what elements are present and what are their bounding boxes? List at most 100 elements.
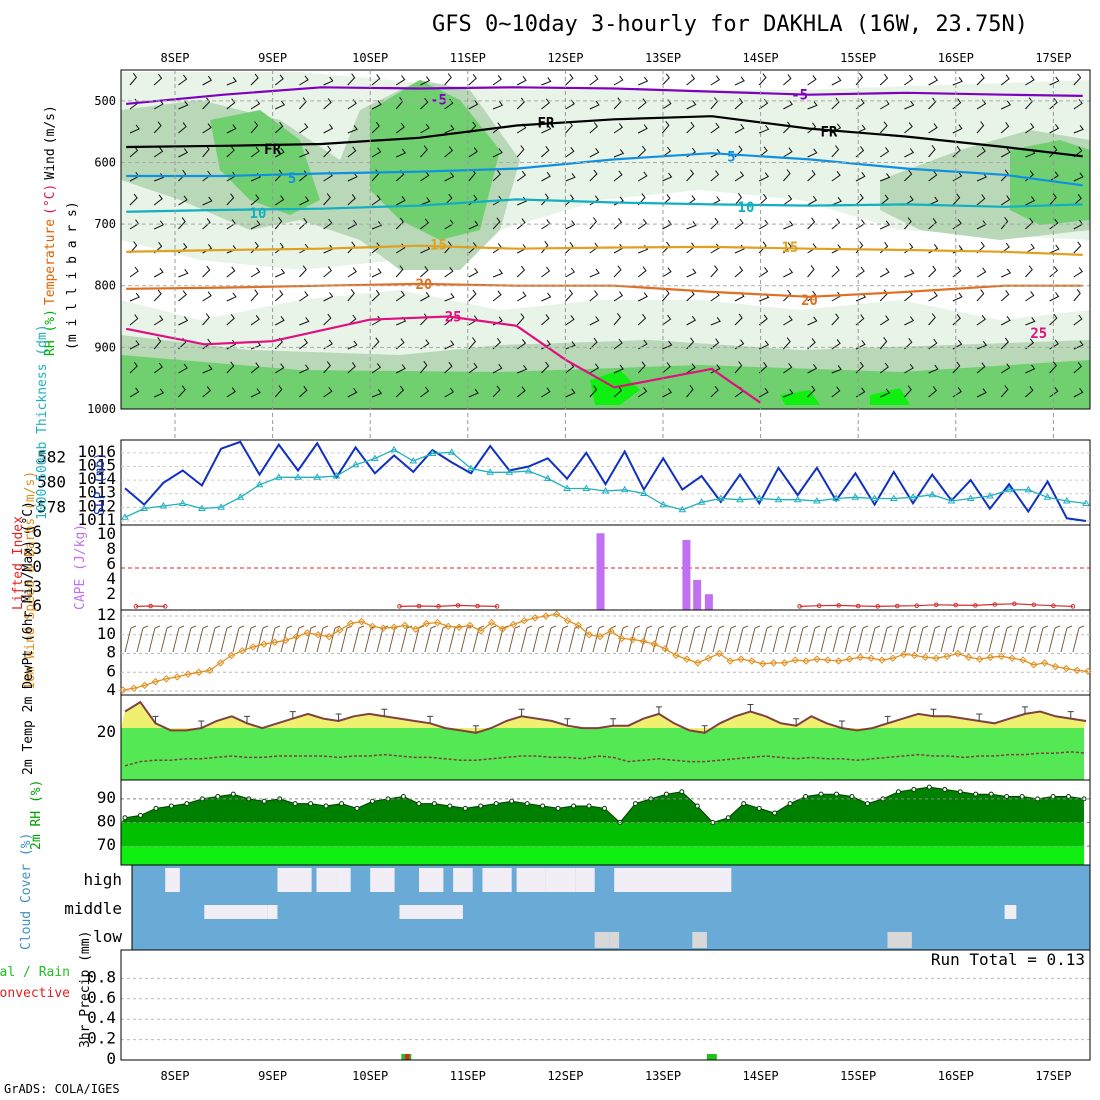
bottom-day-label: 8SEP	[161, 1069, 190, 1083]
thickness-marker	[640, 489, 648, 496]
cape-tick: 10	[97, 524, 116, 543]
wind-speed-marker	[238, 646, 246, 655]
rh-marker	[323, 803, 329, 809]
cloud-mid-block	[204, 905, 268, 919]
wind10m-barb	[580, 625, 593, 653]
wind-barb	[516, 313, 525, 326]
wind-speed-marker	[487, 618, 496, 627]
wind10m-barb	[1012, 625, 1025, 653]
wind-barb	[444, 361, 453, 374]
wind-barb	[371, 289, 380, 302]
li-tick: 0	[32, 557, 42, 576]
wind-barb	[395, 148, 407, 158]
wind10m-barb	[664, 625, 677, 653]
wind10m-barb	[1060, 625, 1073, 653]
wind-barb	[976, 73, 985, 86]
wind-barb	[299, 364, 310, 374]
wind-barb	[347, 340, 358, 350]
wind-barb	[565, 147, 575, 158]
wind-speed-marker	[249, 643, 257, 651]
wind-barb	[952, 145, 961, 158]
wind-barb	[274, 242, 284, 254]
wind-speed-marker	[563, 616, 572, 625]
cloud-high-block	[419, 868, 444, 892]
upper-air-y-axis: 500 600 700 800 900 1000	[87, 94, 116, 416]
li-marker	[894, 603, 900, 609]
wind-barb	[371, 337, 380, 350]
wind-barb	[420, 123, 430, 134]
wind10m-barb	[724, 625, 737, 653]
rh-marker	[632, 801, 638, 807]
cloud-high-block	[316, 868, 337, 892]
wind-barb	[807, 265, 815, 278]
wind-barb	[879, 315, 890, 326]
wind-barb	[299, 317, 310, 326]
wind-barb	[202, 196, 213, 206]
thickness-marker	[1024, 485, 1033, 493]
wind-barb	[468, 268, 479, 278]
thickness-marker	[178, 499, 187, 506]
wind-barb	[710, 338, 720, 350]
wind-speed-marker	[292, 632, 301, 641]
wind-speed-marker	[520, 616, 528, 625]
wind-speed-marker	[607, 627, 615, 635]
wind-barb	[613, 149, 625, 158]
rh-marker	[230, 791, 236, 797]
wind-barb	[734, 193, 743, 206]
wind-barb	[1073, 289, 1081, 302]
rh-tick: 70	[97, 835, 116, 854]
wind-barb	[1025, 291, 1035, 302]
wind-barb	[129, 241, 138, 254]
wind-barb	[976, 121, 985, 134]
wind-barb	[1049, 98, 1058, 110]
wind10m-barb	[532, 625, 545, 653]
wind-barb	[928, 75, 939, 86]
wind10m-barb	[676, 625, 689, 653]
rh-marker	[803, 794, 809, 800]
wind-barb	[178, 217, 186, 230]
wind-speed-marker	[954, 649, 962, 658]
thickness-marker	[121, 513, 129, 520]
cloud-panel: high middle low Cloud Cover (%)	[19, 833, 1091, 951]
wind-speed-marker	[704, 654, 713, 662]
wind-barb	[686, 337, 695, 350]
thickness-marker	[582, 484, 591, 491]
wind-barb	[565, 220, 576, 230]
wind-barb	[178, 148, 189, 158]
cloud-mid-block	[1004, 905, 1017, 919]
rh-band-low	[121, 846, 1084, 865]
wind10m-barb	[736, 625, 749, 653]
wind-barb	[1025, 123, 1035, 134]
wind-barb	[613, 75, 624, 86]
wind-barb	[420, 266, 429, 278]
wind-speed-marker	[119, 686, 127, 694]
rh-marker	[756, 805, 762, 811]
wind-barb	[686, 363, 696, 374]
wind-barb	[541, 314, 550, 326]
wind-barb	[831, 386, 841, 398]
thickness-marker	[332, 472, 341, 479]
slp-tick: 1014	[77, 469, 116, 488]
rh-marker	[137, 812, 143, 818]
thickness-marker	[390, 445, 398, 453]
rh-marker	[339, 801, 345, 807]
cloud-high-block	[545, 868, 576, 892]
wind-barb	[444, 172, 455, 182]
precip-frame	[120, 949, 1091, 1061]
wind-barb	[178, 100, 189, 110]
thickness-marker	[909, 493, 917, 500]
wind-barb	[928, 218, 937, 230]
cloud-high-block	[165, 868, 180, 892]
minmax-errorbar	[198, 720, 205, 729]
rh-marker	[1004, 794, 1010, 800]
thickness-marker	[313, 473, 322, 480]
slp-tick: 1011	[77, 510, 116, 529]
cloud-mid-block	[399, 905, 463, 919]
temp2m-ylabel: 2m Temp 2m DewPt (6hr Min/Max) (°C)	[21, 501, 36, 775]
wind-barb	[1073, 73, 1082, 86]
wind-barb	[541, 361, 550, 374]
cloud-low-block	[609, 932, 620, 948]
wind-barb	[153, 388, 165, 398]
wind-barb	[710, 75, 721, 86]
